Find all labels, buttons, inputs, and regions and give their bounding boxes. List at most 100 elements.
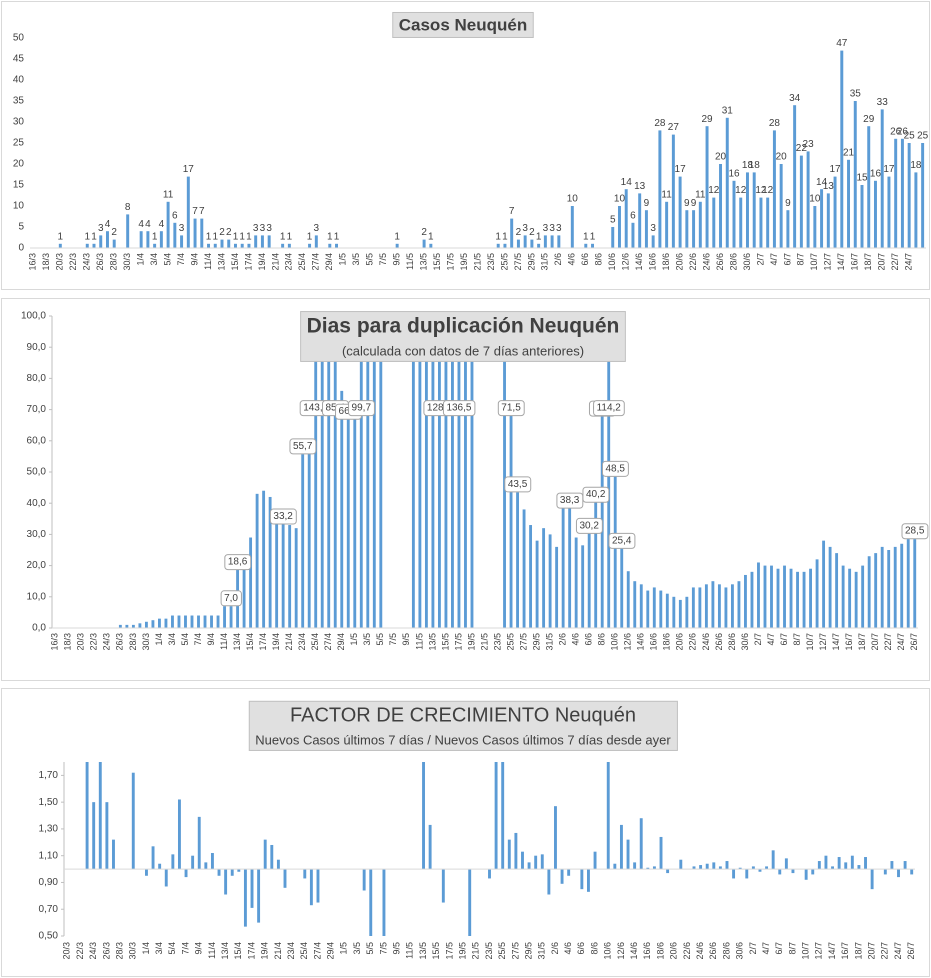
bar xyxy=(509,404,513,628)
bar xyxy=(314,235,318,248)
bar xyxy=(813,206,817,248)
y-tick-label: 30 xyxy=(13,117,25,128)
bar xyxy=(633,862,637,870)
x-tick-label: 21/5 xyxy=(479,633,489,651)
bar xyxy=(626,571,630,628)
bar xyxy=(257,869,261,923)
bar xyxy=(783,565,786,628)
x-tick-label: 21/5 xyxy=(471,942,481,960)
bar xyxy=(488,869,491,879)
x-tick-label: 30/6 xyxy=(742,253,752,271)
data-label: 3 xyxy=(522,223,528,234)
x-tick-label: 18/6 xyxy=(655,942,665,960)
data-label: 1 xyxy=(58,231,64,242)
bar xyxy=(793,105,797,248)
data-label: 31 xyxy=(722,105,734,116)
bar xyxy=(145,869,148,876)
data-label: 2 xyxy=(516,227,522,238)
data-label: 13 xyxy=(634,181,646,192)
data-label: 10 xyxy=(567,194,579,205)
bar xyxy=(847,159,851,248)
x-tick-label: 24/6 xyxy=(701,633,711,651)
data-label: 48,5 xyxy=(605,463,625,474)
x-tick-label: 13/5 xyxy=(427,633,437,651)
bar xyxy=(594,502,598,628)
y-tick-label: 0,90 xyxy=(39,877,59,888)
x-tick-label: 9/4 xyxy=(189,253,199,266)
x-tick-label: 20/3 xyxy=(55,253,65,271)
bar xyxy=(510,218,514,248)
bar xyxy=(164,618,168,628)
x-tick-label: 21/4 xyxy=(284,633,294,651)
x-tick-label: 24/6 xyxy=(701,253,711,271)
bar xyxy=(230,869,234,876)
data-label-box xyxy=(269,508,297,525)
bar xyxy=(303,869,307,879)
bar xyxy=(346,419,350,628)
x-tick-label: 9/5 xyxy=(401,633,411,646)
bar xyxy=(362,869,366,891)
data-label: 33 xyxy=(877,97,889,108)
x-tick-label: 14/7 xyxy=(831,633,841,651)
x-tick-label: 28/3 xyxy=(114,942,124,960)
x-tick-label: 23/4 xyxy=(297,633,307,651)
x-tick-label: 25/4 xyxy=(297,253,307,271)
data-label: 47 xyxy=(836,38,848,49)
x-tick-label: 11/4 xyxy=(203,253,213,270)
data-label: 12 xyxy=(762,185,774,196)
x-tick-label: 18/7 xyxy=(853,942,863,960)
bar xyxy=(555,546,559,628)
data-label: 15 xyxy=(856,173,868,184)
data-label: 6 xyxy=(630,210,636,221)
x-tick-label: 10/7 xyxy=(801,942,811,960)
bar xyxy=(745,172,749,248)
bar xyxy=(186,176,190,248)
x-tick-label: 16/6 xyxy=(648,253,658,271)
bar xyxy=(779,164,783,248)
x-tick-label: 26/6 xyxy=(708,942,718,960)
data-label: 28 xyxy=(654,118,666,129)
bar xyxy=(424,316,428,628)
data-label: 3 xyxy=(543,223,549,234)
data-label: 12 xyxy=(735,185,747,196)
bar xyxy=(503,316,506,628)
data-label: 7 xyxy=(192,206,198,217)
bar xyxy=(220,239,224,248)
bar xyxy=(233,243,237,248)
y-tick-label: 1,10 xyxy=(39,850,59,861)
bar xyxy=(893,546,897,628)
bar xyxy=(146,231,150,248)
bar xyxy=(431,316,435,628)
data-label-box xyxy=(593,400,625,417)
bar xyxy=(784,858,788,870)
y-tick-label: 70,0 xyxy=(27,404,47,415)
data-label: 18 xyxy=(749,160,761,171)
bar xyxy=(903,861,907,870)
bar xyxy=(561,503,565,628)
x-tick-label: 24/7 xyxy=(896,633,906,651)
x-tick-label: 30/3 xyxy=(128,942,138,960)
data-label: 1 xyxy=(327,231,333,242)
bar xyxy=(171,615,174,628)
y-tick-label: 35 xyxy=(13,96,25,107)
bar xyxy=(910,869,914,875)
x-tick-label: 24/7 xyxy=(893,942,903,960)
bar xyxy=(786,210,790,248)
bar xyxy=(771,850,775,870)
x-tick-label: 12/7 xyxy=(823,253,833,271)
title-box xyxy=(392,11,534,38)
bar xyxy=(799,155,803,248)
data-label: 1 xyxy=(334,231,340,242)
bar xyxy=(105,231,109,248)
x-tick-label: 6/7 xyxy=(774,942,784,955)
bar xyxy=(717,584,721,628)
bar xyxy=(85,762,89,870)
data-label: 7,0 xyxy=(224,593,238,604)
bar xyxy=(806,151,810,248)
y-tick-label: 10 xyxy=(13,201,25,212)
data-label: 3 xyxy=(650,223,656,234)
data-label: 17 xyxy=(829,164,841,175)
data-label: 1 xyxy=(583,231,589,242)
x-tick-label: 22/6 xyxy=(688,253,698,271)
